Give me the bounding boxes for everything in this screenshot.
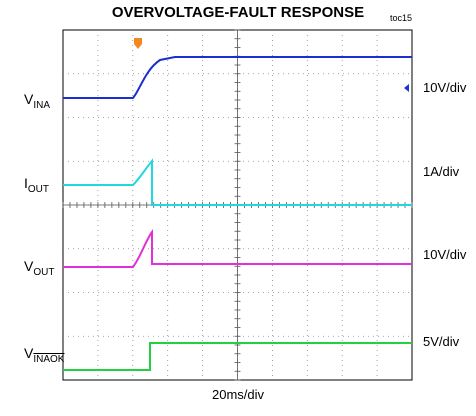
channel-label: IOUT <box>24 175 49 195</box>
tag: toc15 <box>390 13 412 23</box>
channel-label: VINA <box>24 91 50 111</box>
trace-inaok <box>63 342 412 371</box>
label-sub: INA <box>33 100 50 111</box>
timebase: 20ms/div <box>212 387 265 402</box>
channel-label: VOUT <box>24 258 54 278</box>
label-sub: INAOK <box>33 354 64 365</box>
channel-label: VINAOK <box>24 345 65 365</box>
title: OVERVOLTAGE-FAULT RESPONSE <box>112 4 364 21</box>
channel-scale: 1A/div <box>423 164 460 179</box>
channel-scale: 10V/div <box>423 247 467 262</box>
trigger-marker <box>134 38 142 49</box>
label-main: I <box>24 175 28 191</box>
trace-vout <box>63 228 412 268</box>
channel-scale: 10V/div <box>423 80 467 95</box>
label-sub: OUT <box>33 267 54 278</box>
label-main: V <box>24 345 34 361</box>
trace-vina <box>63 56 412 99</box>
label-main: V <box>24 91 34 107</box>
channel-scale: 5V/div <box>423 334 460 349</box>
trace-iout <box>63 158 412 206</box>
label-main: V <box>24 258 34 274</box>
label-sub: OUT <box>28 184 49 195</box>
level-marker <box>404 84 409 92</box>
